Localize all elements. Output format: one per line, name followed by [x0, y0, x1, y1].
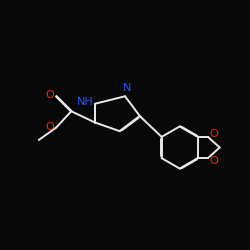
Text: O: O — [209, 130, 218, 140]
Text: N: N — [123, 83, 132, 93]
Text: NH: NH — [77, 97, 94, 107]
Text: O: O — [45, 122, 54, 132]
Text: O: O — [209, 156, 218, 166]
Text: O: O — [45, 90, 54, 100]
